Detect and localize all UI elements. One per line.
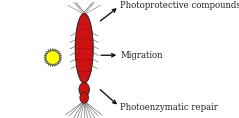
Ellipse shape — [79, 83, 89, 97]
Text: Photoenzymatic repair: Photoenzymatic repair — [120, 103, 218, 112]
Text: Photoprotective compounds: Photoprotective compounds — [120, 1, 239, 10]
Ellipse shape — [75, 13, 93, 83]
Text: Migration: Migration — [120, 51, 163, 60]
Ellipse shape — [80, 92, 89, 103]
Polygon shape — [44, 48, 62, 67]
